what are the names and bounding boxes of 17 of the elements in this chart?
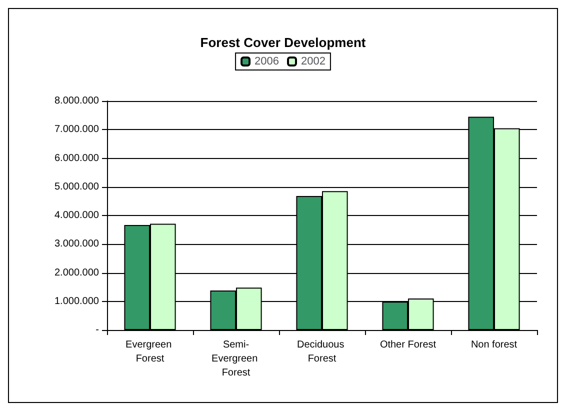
legend-label: 2006: [254, 56, 280, 68]
x-tick-label: Non forest: [470, 340, 518, 350]
y-tick-label: 6.000.000: [54, 152, 100, 164]
x-tick-label: Evergreen Forest: [126, 340, 174, 364]
x-tick-label: Semi-Evergreen Forest: [212, 340, 260, 378]
y-tick-label: 1.000.000: [54, 296, 100, 307]
y-tick-label: 5.000.000: [54, 181, 100, 192]
x-tick-label: Other Forest: [380, 340, 436, 350]
x-tick-label: Deciduous Forest: [296, 340, 348, 364]
y-tick-label: 7.000.000: [54, 124, 100, 136]
y-tick-label: 8.000.000: [54, 96, 100, 106]
y-tick-label: 3.000.000: [54, 238, 100, 250]
legend-label: 2002: [301, 56, 326, 68]
y-tick-label: 2.000.000: [54, 267, 100, 278]
chart-title: Forest Cover Development: [200, 35, 366, 50]
y-tick-label: 4.000.000: [54, 210, 100, 221]
y-tick-label: -: [96, 324, 99, 336]
